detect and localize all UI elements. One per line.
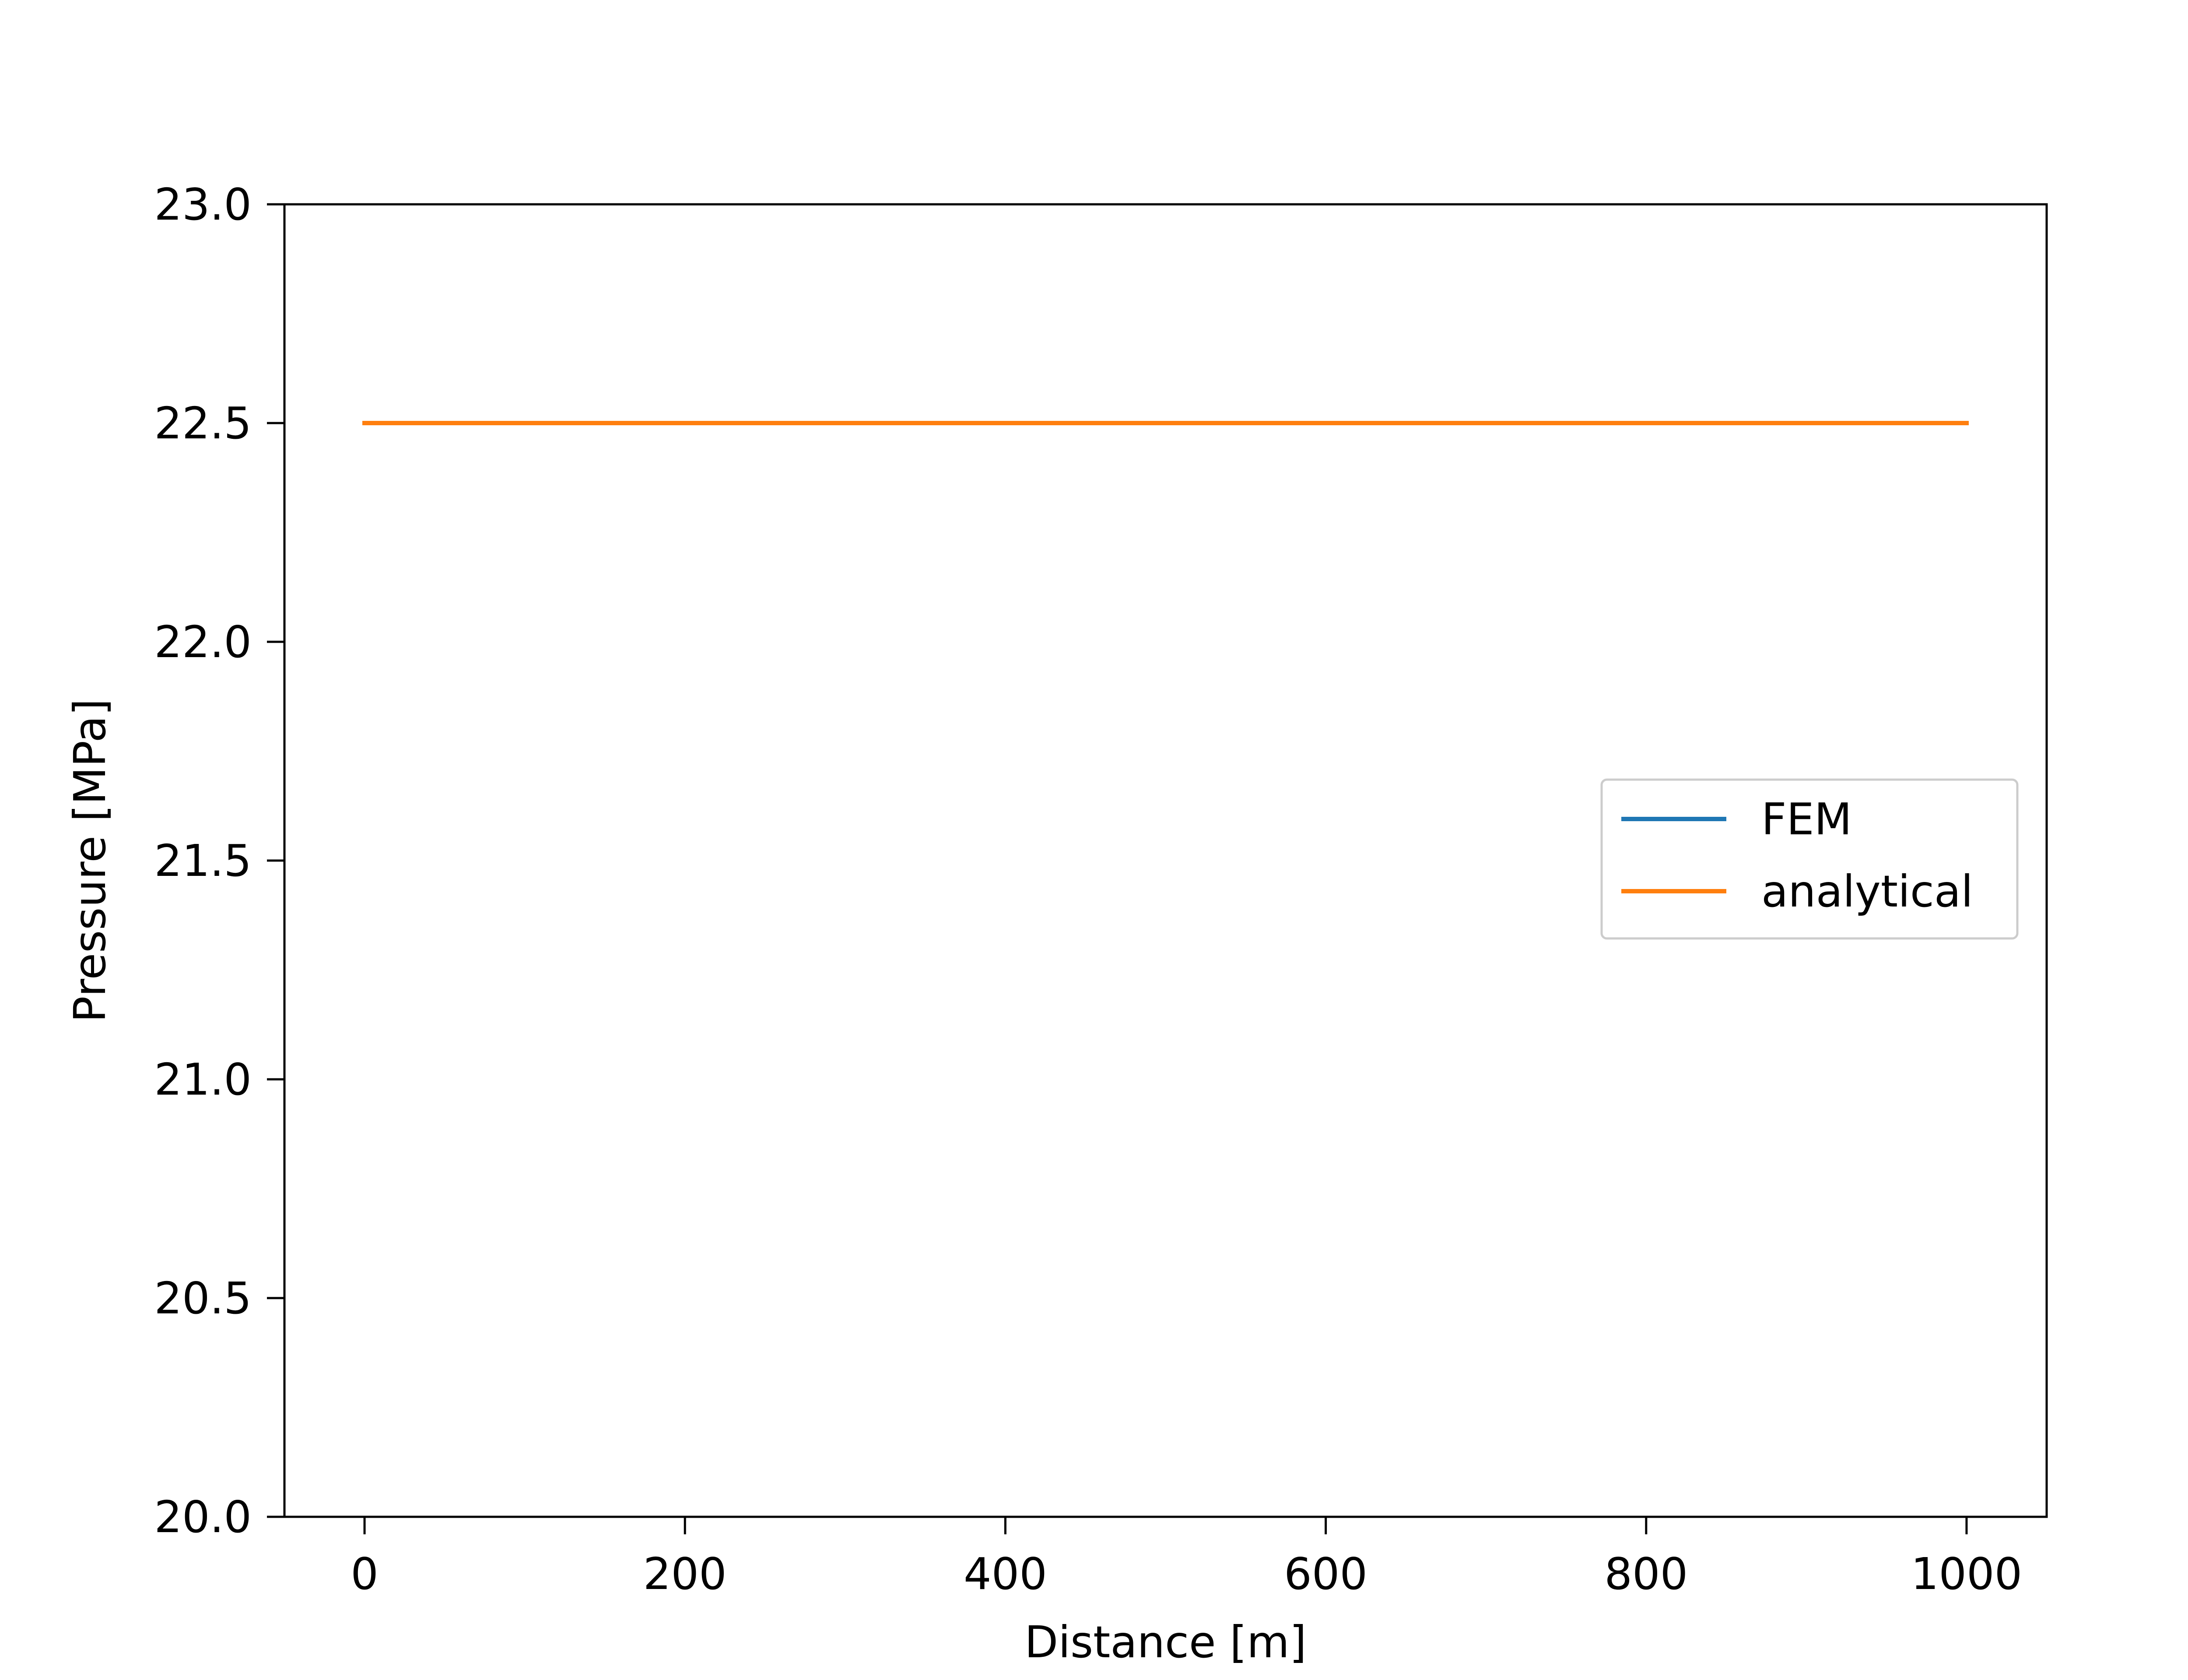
y-tick-label: 22.5 xyxy=(154,398,252,449)
y-axis: 20.0 20.5 21.0 21.5 22.0 22.5 23.0 xyxy=(154,179,284,1543)
legend: FEM analytical xyxy=(1600,778,2019,940)
y-tick-label: 20.5 xyxy=(154,1273,252,1324)
x-tick-label: 600 xyxy=(1284,1548,1368,1600)
y-axis-title: Pressure [MPa] xyxy=(64,699,116,1022)
x-tick-label: 0 xyxy=(351,1548,379,1600)
x-tick-label: 200 xyxy=(643,1548,727,1600)
x-tick-label: 1000 xyxy=(1911,1548,2023,1600)
x-axis: 0 200 400 600 800 1000 xyxy=(351,1517,2022,1600)
x-axis-title: Distance [m] xyxy=(1024,1617,1306,1668)
x-tick-label: 400 xyxy=(964,1548,1047,1600)
y-tick-label: 21.5 xyxy=(154,835,252,886)
legend-label: FEM xyxy=(1761,794,1852,845)
legend-label: analytical xyxy=(1761,866,1973,917)
y-tick-label: 20.0 xyxy=(154,1491,252,1543)
y-tick-label: 23.0 xyxy=(154,179,252,230)
x-tick-label: 800 xyxy=(1604,1548,1688,1600)
y-tick-label: 21.0 xyxy=(154,1054,252,1105)
y-tick-label: 22.0 xyxy=(154,616,252,668)
